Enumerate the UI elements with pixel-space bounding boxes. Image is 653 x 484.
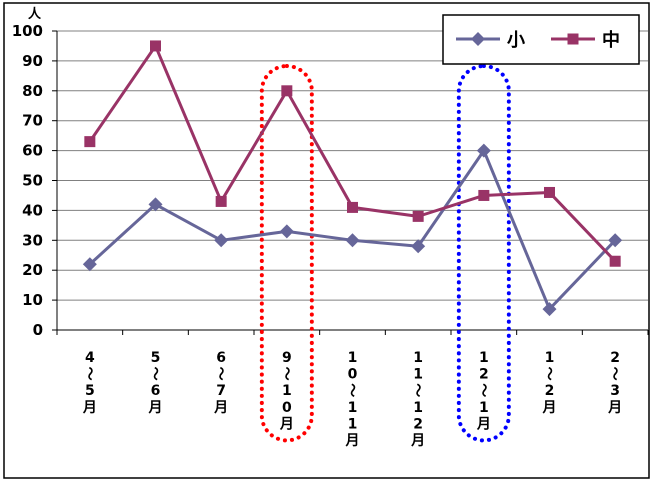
x-tick-label-char: 5 <box>151 350 161 366</box>
x-tick-label-char: 1 <box>479 400 489 416</box>
y-tick-label: 30 <box>22 231 43 249</box>
x-tick-label-tilde: ～ <box>475 383 491 397</box>
legend-label: 中 <box>602 29 620 51</box>
x-tick-label-char: 0 <box>282 400 292 416</box>
axis-labels: 0102030405060708090100人4～5月5～6月6～7月9～10月… <box>12 6 622 449</box>
x-tick-label-char: 0 <box>348 367 358 383</box>
legend: 小中 <box>442 14 640 65</box>
data-point-diamond <box>476 143 491 158</box>
data-point-diamond <box>279 224 294 239</box>
gridlines <box>57 30 648 301</box>
highlight-ovals <box>259 64 511 443</box>
x-tick-label-tilde: ～ <box>278 367 294 381</box>
x-tick-label-char: 2 <box>413 416 423 432</box>
data-point-diamond <box>411 239 426 254</box>
y-tick-label: 90 <box>22 52 43 70</box>
x-tick-label-char: 月 <box>279 416 294 432</box>
x-tick-label-tilde: ～ <box>409 383 425 397</box>
x-tick-label-char: 5 <box>85 383 95 399</box>
data-point-diamond <box>608 233 623 248</box>
x-tick-label-char: 2 <box>545 383 555 399</box>
x-tick-label-char: 7 <box>216 383 226 399</box>
x-tick-label-char: 9 <box>282 350 292 366</box>
x-tick-label-char: 月 <box>607 400 622 416</box>
y-tick-label: 70 <box>22 112 43 130</box>
x-tick-label-char: 1 <box>348 350 358 366</box>
x-tick-label-char: 月 <box>476 416 491 432</box>
y-tick-label: 40 <box>22 201 43 219</box>
data-point-square <box>412 210 424 222</box>
y-tick-label: 60 <box>22 142 43 160</box>
x-tick-label-char: 1 <box>348 400 358 416</box>
x-tick-label-char: 月 <box>213 400 228 416</box>
y-tick-label: 100 <box>12 22 43 40</box>
x-tick-label-tilde: ～ <box>81 367 97 381</box>
legend-label: 小 <box>507 30 525 51</box>
x-tick-label-tilde: ～ <box>147 367 163 381</box>
legend-marker-diamond <box>471 32 485 46</box>
x-tick-label-tilde: ～ <box>212 367 228 381</box>
data-point-diamond <box>214 233 229 248</box>
x-tick-label-char: 6 <box>151 383 161 399</box>
highlight-oval <box>259 64 314 443</box>
x-tick-label-char: 月 <box>148 400 163 416</box>
x-tick-label-char: 1 <box>545 350 555 366</box>
x-tick-label-char: 4 <box>85 350 95 366</box>
data-point-square <box>150 40 161 52</box>
data-point-square <box>544 186 555 198</box>
series-lines <box>82 40 623 317</box>
y-unit-label: 人 <box>28 6 42 22</box>
x-tick-label-char: 2 <box>479 367 489 383</box>
x-tick-label-char: 1 <box>413 350 423 366</box>
data-point-square <box>281 85 293 97</box>
x-tick-label-char: 1 <box>479 350 489 366</box>
x-tick-label-char: 2 <box>610 350 620 366</box>
x-tick-label-char: 月 <box>82 400 97 416</box>
y-tick-label: 20 <box>22 261 43 279</box>
legend-marker-square <box>567 33 579 45</box>
x-tick-label-tilde: ～ <box>344 383 360 397</box>
x-tick-label-char: 3 <box>610 383 620 399</box>
y-tick-label: 50 <box>22 172 43 190</box>
data-point-square <box>609 255 621 267</box>
data-point-diamond <box>148 197 163 212</box>
x-tick-label-char: 月 <box>410 433 425 449</box>
data-point-square <box>84 136 96 148</box>
data-point-square <box>215 195 227 207</box>
y-tick-label: 0 <box>33 321 43 339</box>
y-tick-label: 80 <box>22 82 43 100</box>
x-tick-label-char: 月 <box>345 433 360 449</box>
x-tick-label-char: 1 <box>282 383 292 399</box>
x-tick-label-tilde: ～ <box>606 367 622 381</box>
x-tick-label-char: 1 <box>413 367 423 383</box>
data-point-square <box>347 201 358 213</box>
y-tick-label: 10 <box>22 291 43 309</box>
x-tick-label-tilde: ～ <box>541 367 557 381</box>
x-tick-label-char: 6 <box>216 350 226 366</box>
data-point-diamond <box>345 233 360 248</box>
highlight-oval <box>456 64 511 443</box>
x-tick-label-char: 1 <box>348 416 358 432</box>
x-tick-label-char: 1 <box>413 400 423 416</box>
axes <box>52 30 649 335</box>
data-point-diamond <box>542 302 557 317</box>
data-point-square <box>478 189 490 201</box>
x-tick-label-char: 月 <box>542 400 557 416</box>
data-point-diamond <box>82 257 97 272</box>
